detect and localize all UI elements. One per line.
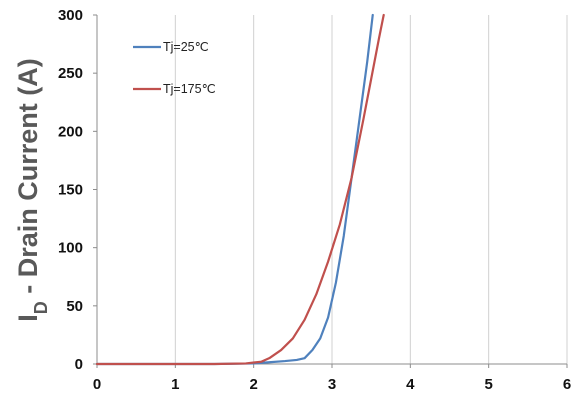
y-axis-label-subscript: D (31, 301, 51, 314)
y-axis-label-main: I (13, 314, 43, 322)
x-tick-label-4: 4 (406, 376, 415, 393)
x-tick-label-5: 5 (484, 376, 492, 393)
tick-labels: 0 1 2 3 4 5 6 0 50 100 150 200 250 300 (58, 7, 571, 393)
legend: Tj=25℃ Tj=175℃ (133, 40, 216, 96)
x-tick-label-6: 6 (563, 376, 571, 393)
y-tick-label-6: 300 (58, 7, 83, 24)
y-tick-label-2: 100 (58, 240, 83, 257)
legend-label-0: Tj=25℃ (163, 40, 209, 54)
y-tick-label-3: 150 (58, 182, 83, 199)
y-tick-label-5: 250 (58, 65, 83, 82)
x-tick-label-3: 3 (328, 376, 336, 393)
x-tick-label-2: 2 (249, 376, 257, 393)
series-lines (95, 13, 385, 366)
gridlines (96, 15, 568, 364)
legend-label-1: Tj=175℃ (163, 82, 216, 96)
y-axis-label-rest: - Drain Current (A) (13, 58, 43, 301)
y-tick-label-1: 50 (66, 298, 83, 315)
series-line-0 (95, 13, 374, 366)
x-tick-label-0: 0 (93, 376, 101, 393)
y-axis-label: ID - Drain Current (A) (13, 58, 51, 322)
series-line-1 (95, 13, 385, 366)
y-tick-label-0: 0 (75, 356, 83, 373)
axes (93, 14, 568, 368)
x-tick-label-1: 1 (171, 376, 179, 393)
y-tick-label-4: 200 (58, 123, 83, 140)
